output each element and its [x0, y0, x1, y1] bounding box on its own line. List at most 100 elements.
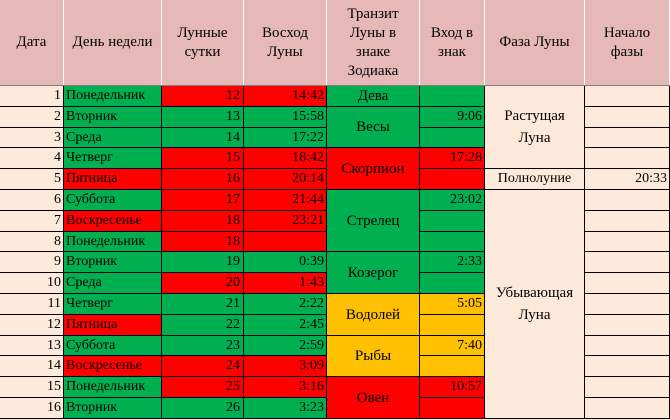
lunar-day-cell[interactable]: 22: [162, 315, 244, 336]
phase-start-cell[interactable]: [585, 148, 670, 169]
header-phase[interactable]: Фаза Луны: [485, 0, 585, 85]
weekday-cell[interactable]: Четверг: [64, 294, 162, 315]
moonrise-cell[interactable]: 20:14: [244, 169, 327, 190]
lunar-day-cell[interactable]: 15: [162, 148, 244, 169]
phase-start-cell[interactable]: [585, 190, 670, 211]
moonrise-cell[interactable]: 3:09: [244, 356, 327, 377]
date-cell[interactable]: 10: [0, 273, 64, 294]
sign-entry-cell[interactable]: [420, 169, 485, 190]
phase-start-cell[interactable]: [585, 211, 670, 232]
phase-start-cell[interactable]: [585, 107, 670, 128]
weekday-cell[interactable]: Вторник: [64, 252, 162, 273]
lunar-day-cell[interactable]: 23: [162, 336, 244, 356]
lunar-day-cell[interactable]: 14: [162, 128, 244, 148]
phase-start-cell[interactable]: 20:33: [585, 169, 670, 190]
sign-entry-cell[interactable]: [420, 315, 485, 336]
zodiac-sign-cell[interactable]: Стрелец: [327, 190, 420, 252]
phase-start-cell[interactable]: [585, 294, 670, 315]
moonrise-cell[interactable]: 1:43: [244, 273, 327, 294]
sign-entry-cell[interactable]: [420, 128, 485, 148]
phase-start-cell[interactable]: [585, 315, 670, 336]
sign-entry-cell[interactable]: [420, 398, 485, 419]
zodiac-sign-cell[interactable]: Водолей: [327, 294, 420, 336]
phase-start-cell[interactable]: [585, 128, 670, 148]
date-cell[interactable]: 4: [0, 148, 64, 169]
phase-start-cell[interactable]: [585, 252, 670, 273]
moonrise-cell[interactable]: 3:16: [244, 377, 327, 398]
sign-entry-cell[interactable]: [420, 211, 485, 232]
moonrise-cell[interactable]: 2:22: [244, 294, 327, 315]
header-moonrise[interactable]: Восход Луны: [244, 0, 327, 85]
weekday-cell[interactable]: Вторник: [64, 398, 162, 419]
lunar-day-cell[interactable]: 13: [162, 107, 244, 128]
phase-start-cell[interactable]: [585, 273, 670, 294]
phase-start-cell[interactable]: [585, 336, 670, 356]
phase-start-cell[interactable]: [585, 377, 670, 398]
date-cell[interactable]: 8: [0, 232, 64, 252]
weekday-cell[interactable]: Понедельник: [64, 232, 162, 252]
weekday-cell[interactable]: Вторник: [64, 107, 162, 128]
zodiac-sign-cell[interactable]: Рыбы: [327, 336, 420, 377]
weekday-cell[interactable]: Суббота: [64, 336, 162, 356]
sign-entry-cell[interactable]: [420, 273, 485, 294]
weekday-cell[interactable]: Пятница: [64, 315, 162, 336]
moonrise-cell[interactable]: 15:58: [244, 107, 327, 128]
lunar-day-cell[interactable]: 26: [162, 398, 244, 419]
weekday-cell[interactable]: Воскресенье: [64, 356, 162, 377]
sign-entry-cell[interactable]: [420, 86, 485, 107]
lunar-day-cell[interactable]: 21: [162, 294, 244, 315]
moonrise-cell[interactable]: 0:39: [244, 252, 327, 273]
header-date[interactable]: Дата: [0, 0, 64, 85]
date-cell[interactable]: 6: [0, 190, 64, 211]
phase-start-cell[interactable]: [585, 356, 670, 377]
date-cell[interactable]: 14: [0, 356, 64, 377]
sign-entry-cell[interactable]: 23:02: [420, 190, 485, 211]
sign-entry-cell[interactable]: [420, 356, 485, 377]
moonrise-cell[interactable]: 14:42: [244, 86, 327, 107]
lunar-day-cell[interactable]: 24: [162, 356, 244, 377]
phase-start-cell[interactable]: [585, 86, 670, 107]
moon-phase-cell[interactable]: Убывающая Луна: [485, 190, 585, 419]
sign-entry-cell[interactable]: 10:57: [420, 377, 485, 398]
weekday-cell[interactable]: Среда: [64, 128, 162, 148]
zodiac-sign-cell[interactable]: Дева: [327, 86, 420, 107]
zodiac-sign-cell[interactable]: Козерог: [327, 252, 420, 294]
weekday-cell[interactable]: Четверг: [64, 148, 162, 169]
header-transit[interactable]: Транзит Луны в знаке Зодиака: [327, 0, 420, 85]
zodiac-sign-cell[interactable]: Скорпион: [327, 148, 420, 190]
moonrise-cell[interactable]: 2:45: [244, 315, 327, 336]
sign-entry-cell[interactable]: 2:33: [420, 252, 485, 273]
weekday-cell[interactable]: Понедельник: [64, 377, 162, 398]
header-phase-start[interactable]: Начало фазы: [585, 0, 670, 85]
date-cell[interactable]: 9: [0, 252, 64, 273]
moon-phase-cell[interactable]: Полнолуние: [485, 169, 585, 190]
date-cell[interactable]: 2: [0, 107, 64, 128]
sign-entry-cell[interactable]: 9:06: [420, 107, 485, 128]
moonrise-cell[interactable]: 2:59: [244, 336, 327, 356]
date-cell[interactable]: 13: [0, 336, 64, 356]
date-cell[interactable]: 7: [0, 211, 64, 232]
date-cell[interactable]: 11: [0, 294, 64, 315]
zodiac-sign-cell[interactable]: Овен: [327, 377, 420, 419]
date-cell[interactable]: 1: [0, 86, 64, 107]
sign-entry-cell[interactable]: 17:28: [420, 148, 485, 169]
moon-phase-cell[interactable]: Растущая Луна: [485, 86, 585, 169]
lunar-day-cell[interactable]: 25: [162, 377, 244, 398]
lunar-day-cell[interactable]: 20: [162, 273, 244, 294]
weekday-cell[interactable]: Пятница: [64, 169, 162, 190]
header-lunar-day[interactable]: Лунные сутки: [162, 0, 244, 85]
date-cell[interactable]: 16: [0, 398, 64, 419]
weekday-cell[interactable]: Воскресенье: [64, 211, 162, 232]
lunar-day-cell[interactable]: 17: [162, 190, 244, 211]
sign-entry-cell[interactable]: [420, 232, 485, 252]
phase-start-cell[interactable]: [585, 398, 670, 419]
moonrise-cell[interactable]: [244, 232, 327, 252]
header-weekday[interactable]: День недели: [64, 0, 162, 85]
moonrise-cell[interactable]: 21:44: [244, 190, 327, 211]
zodiac-sign-cell[interactable]: Весы: [327, 107, 420, 148]
date-cell[interactable]: 3: [0, 128, 64, 148]
lunar-day-cell[interactable]: 18: [162, 232, 244, 252]
sign-entry-cell[interactable]: 7:40: [420, 336, 485, 356]
lunar-day-cell[interactable]: 16: [162, 169, 244, 190]
moonrise-cell[interactable]: 17:22: [244, 128, 327, 148]
